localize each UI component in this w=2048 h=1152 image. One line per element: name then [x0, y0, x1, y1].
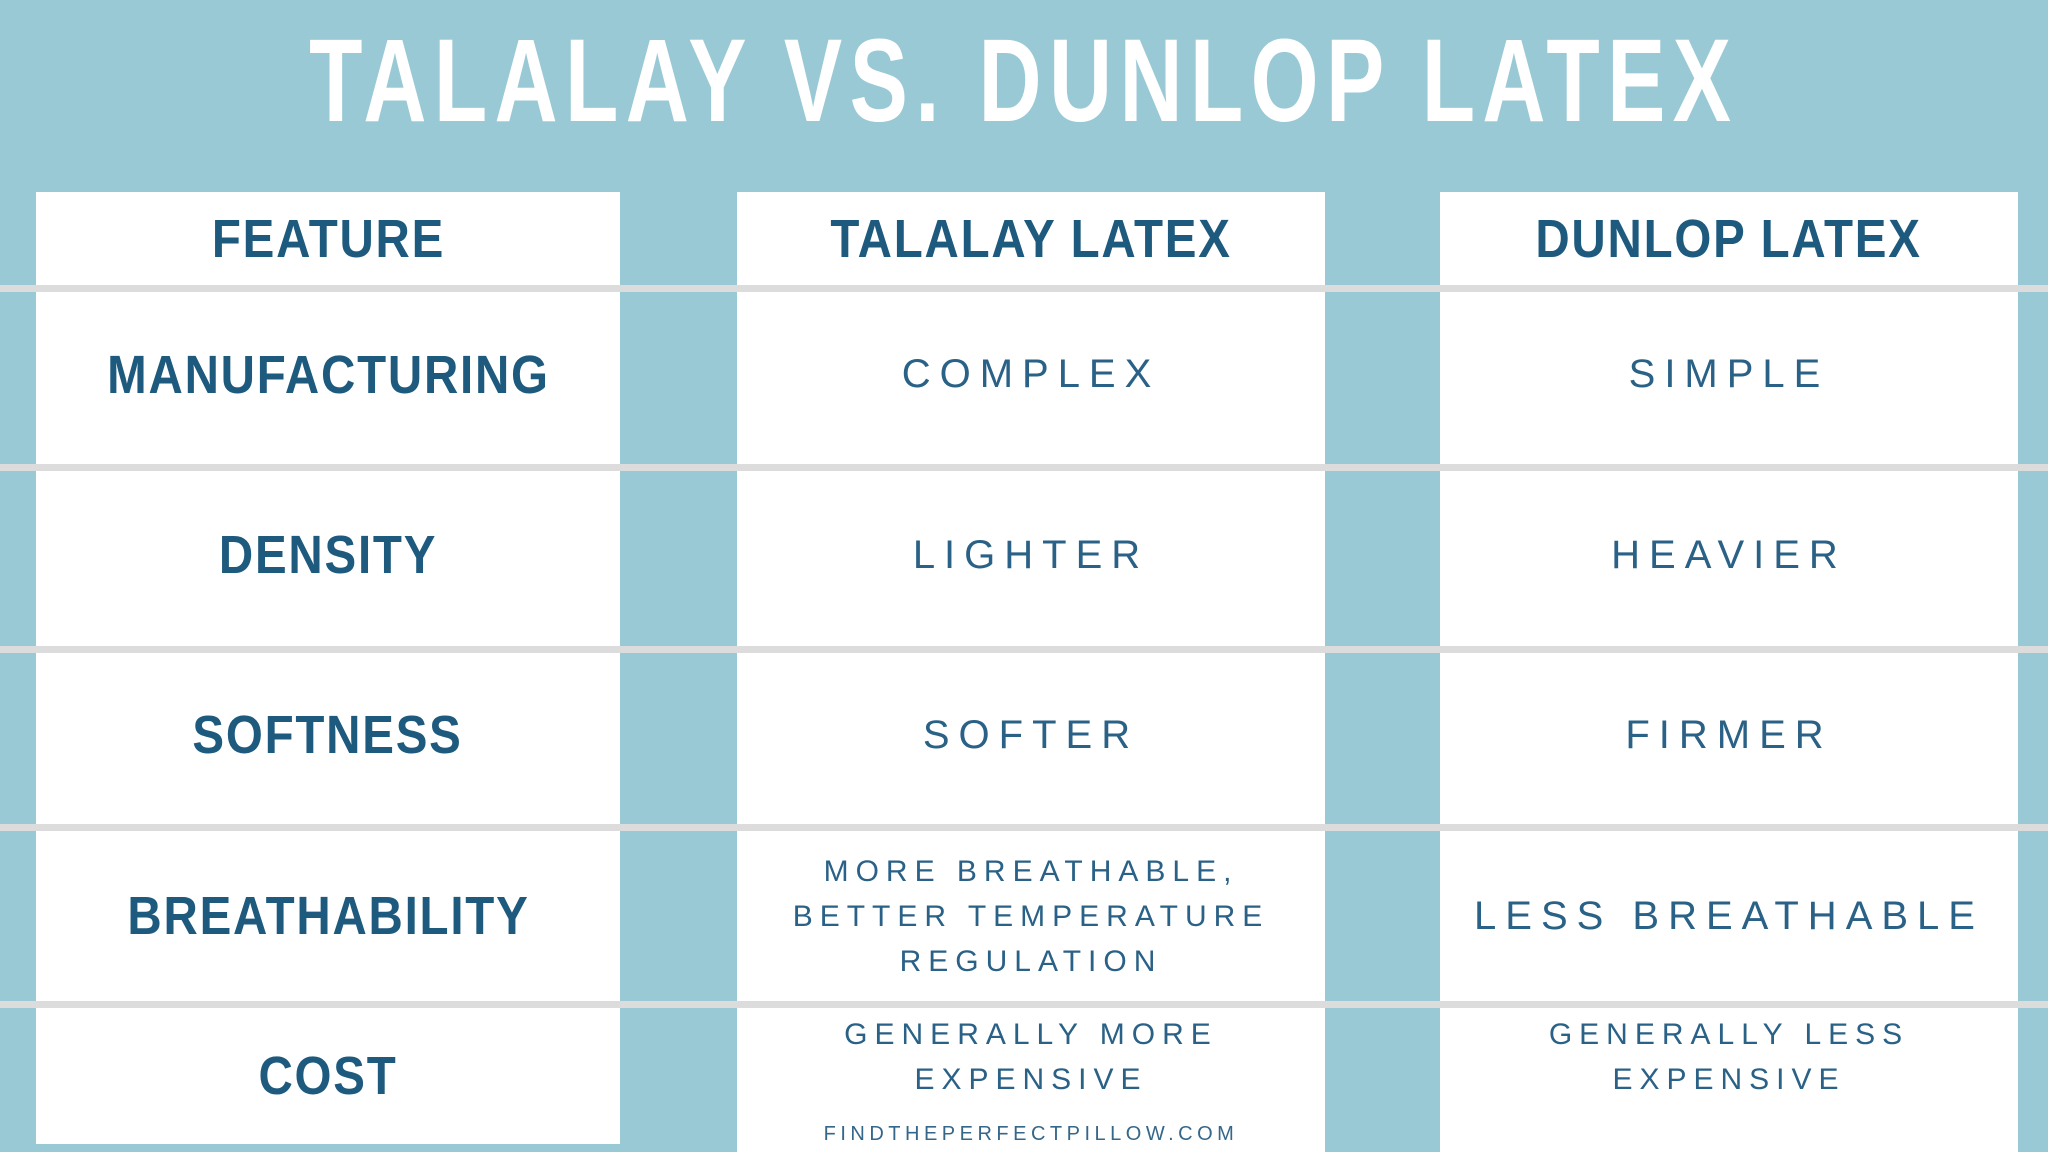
row-cost-talalay-cell: GENERALLY MORE EXPENSIVE: [737, 1001, 1325, 1113]
row-divider-line: [0, 824, 2048, 831]
header-cell-talalay: TALALAY LATEX: [737, 192, 1325, 285]
footer-website-text: FINDTHEPERFECTPILLOW.COM: [823, 1122, 1239, 1145]
row-density-talalay-value: LIGHTER: [912, 532, 1150, 577]
dunlop-column-panel: [1440, 192, 2018, 1152]
header-cell-feature: FEATURE: [36, 192, 620, 285]
footer-website-cell: FINDTHEPERFECTPILLOW.COM: [737, 1113, 1325, 1152]
row-cost-feature-label: COST: [258, 1046, 398, 1106]
row-manufacturing-feature-cell: MANUFACTURING: [36, 292, 620, 457]
row-cost-talalay-value: GENERALLY MORE EXPENSIVE: [844, 1018, 1218, 1096]
row-density-feature-label: DENSITY: [218, 525, 438, 585]
row-manufacturing-talalay-value: COMPLEX: [901, 352, 1161, 396]
talalay-column-panel: [737, 192, 1325, 1152]
row-breathability-talalay-cell: MORE BREATHABLE, BETTER TEMPERATURE REGU…: [737, 831, 1325, 1001]
row-softness-feature-cell: SOFTNESS: [36, 653, 620, 817]
row-softness-feature-label: SOFTNESS: [192, 705, 464, 765]
page-title: TALALAY VS. DUNLOP LATEX: [0, 22, 2048, 140]
row-softness-talalay-value: SOFTER: [922, 712, 1140, 757]
row-softness-dunlop-value: FIRMER: [1625, 712, 1833, 757]
row-density-talalay-cell: LIGHTER: [737, 471, 1325, 639]
row-softness-dunlop-cell: FIRMER: [1440, 653, 2018, 817]
row-manufacturing-dunlop-value: SIMPLE: [1628, 352, 1830, 396]
row-cost-feature-cell: COST: [36, 1008, 620, 1144]
row-breathability-dunlop-cell: LESS BREATHABLE: [1440, 831, 2018, 1001]
row-manufacturing-dunlop-cell: SIMPLE: [1440, 292, 2018, 457]
row-manufacturing-feature-label: MANUFACTURING: [106, 344, 550, 405]
header-label-feature: FEATURE: [211, 208, 445, 269]
row-divider-line: [0, 464, 2048, 471]
page-title-text: TALALAY VS. DUNLOP LATEX: [309, 15, 1739, 147]
row-breathability-dunlop-value: LESS BREATHABLE: [1474, 893, 1984, 938]
row-cost-dunlop-value: GENERALLY LESS EXPENSIVE: [1548, 1018, 1910, 1096]
row-density-dunlop-cell: HEAVIER: [1440, 471, 2018, 639]
row-breathability-feature-cell: BREATHABILITY: [36, 831, 620, 1001]
row-density-feature-cell: DENSITY: [36, 471, 620, 639]
header-label-dunlop: DUNLOP LATEX: [1535, 208, 1923, 269]
row-cost-dunlop-cell: GENERALLY LESS EXPENSIVE: [1440, 1001, 2018, 1113]
row-divider-line: [0, 646, 2048, 653]
header-label-talalay: TALALAY LATEX: [830, 208, 1232, 269]
row-divider-line: [0, 285, 2048, 292]
row-softness-talalay-cell: SOFTER: [737, 653, 1325, 817]
feature-column-panel: [36, 192, 620, 1144]
row-density-dunlop-value: HEAVIER: [1611, 532, 1847, 577]
row-manufacturing-talalay-cell: COMPLEX: [737, 292, 1325, 457]
row-divider-line: [0, 1001, 2048, 1008]
header-cell-dunlop: DUNLOP LATEX: [1440, 192, 2018, 285]
row-breathability-feature-label: BREATHABILITY: [126, 886, 530, 946]
row-breathability-talalay-value: MORE BREATHABLE, BETTER TEMPERATURE REGU…: [792, 854, 1270, 978]
